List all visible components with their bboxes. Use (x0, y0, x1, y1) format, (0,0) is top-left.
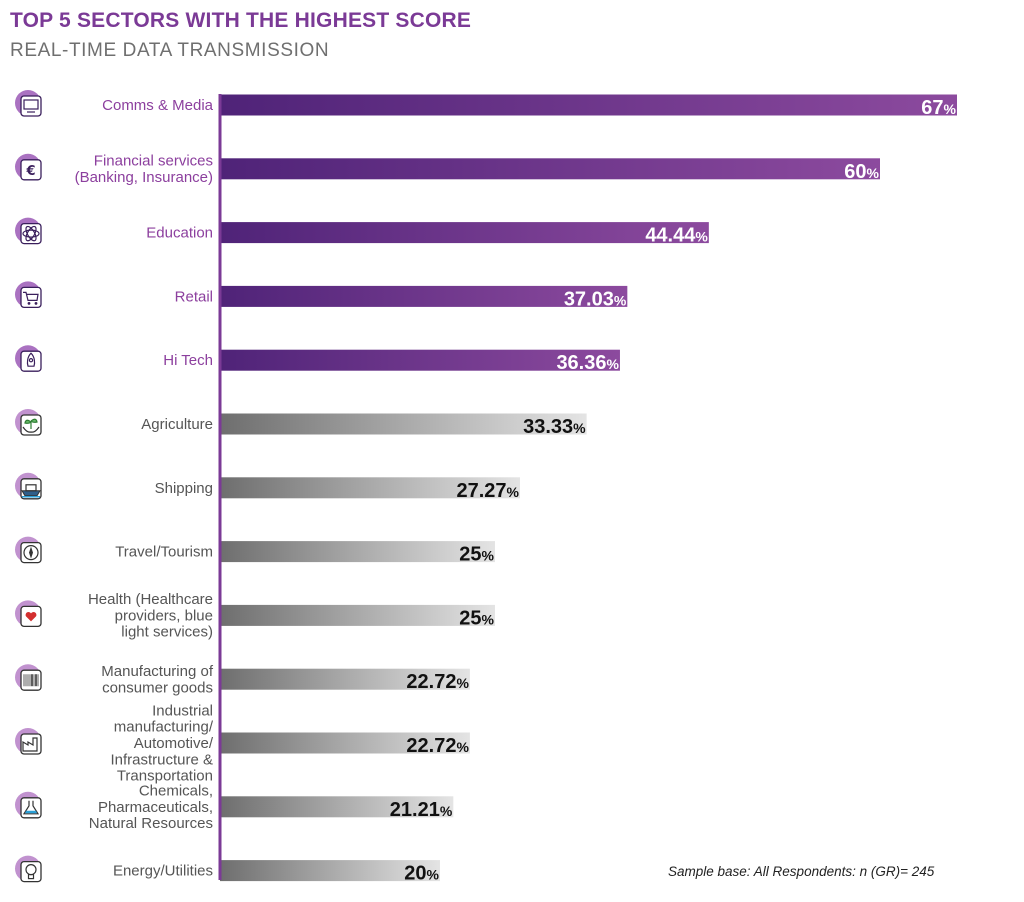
lightbulb-icon (15, 855, 42, 883)
bar-9 (220, 668, 470, 690)
bar-0 (220, 94, 957, 116)
category-label-12: Energy/Utilities (113, 863, 213, 880)
bar-2 (220, 222, 709, 244)
barcode-icon (15, 664, 42, 691)
category-label-4: Hi Tech (163, 352, 213, 369)
value-label-6: 27.27% (456, 480, 519, 502)
category-label-1: Financial services (Banking, Insurance) (75, 153, 213, 186)
euro-phone-icon: € (15, 153, 42, 181)
chart-title: TOP 5 SECTORS WITH THE HIGHEST SCORE (10, 9, 472, 32)
bar-8 (220, 604, 495, 626)
category-label-10: Industrial manufacturing/Automotive/Infra… (110, 702, 213, 784)
value-label-3: 37.03% (564, 288, 627, 310)
rocket-icon (15, 345, 42, 372)
plant-hands-icon (15, 409, 42, 436)
bar-4 (220, 349, 620, 371)
category-label-0: Comms & Media (102, 97, 214, 114)
compass-icon (15, 536, 42, 564)
heart-document-icon (15, 600, 42, 628)
value-label-0: 67% (921, 97, 956, 119)
chart-subtitle: REAL-TIME DATA TRANSMISSION (10, 40, 330, 61)
category-label-9: Manufacturing of consumer goods (101, 663, 214, 696)
bar-10 (220, 732, 470, 754)
shopping-cart-icon (15, 281, 42, 309)
bar-7 (220, 541, 495, 563)
category-label-11: Chemicals, Pharmaceuticals, Natural Resour… (89, 783, 213, 833)
value-label-1: 60% (844, 161, 879, 183)
atom-icon (15, 217, 42, 245)
category-label-5: Agriculture (141, 416, 213, 433)
value-label-8: 25% (459, 607, 494, 629)
bar-3 (220, 285, 628, 307)
category-label-3: Retail (175, 288, 213, 305)
ship-icon (15, 472, 42, 500)
bar-5 (220, 413, 587, 435)
factory-icon (15, 728, 42, 755)
value-label-11: 21.21% (390, 799, 453, 821)
category-label-6: Shipping (155, 480, 213, 497)
sample-base-note: Sample base: All Respondents: n (GR)= 24… (668, 864, 935, 879)
value-label-5: 33.33% (523, 416, 586, 438)
value-label-4: 36.36% (556, 352, 619, 374)
value-label-12: 20% (404, 863, 439, 885)
category-label-2: Education (146, 225, 213, 242)
value-label-9: 22.72% (406, 671, 469, 693)
media-icon (15, 90, 42, 117)
value-label-2: 44.44% (645, 225, 708, 247)
category-label-8: Health (Healthcare providers, blue light s… (88, 591, 213, 641)
bar-6 (220, 477, 520, 499)
bar-1 (220, 158, 880, 180)
bar-12 (220, 860, 440, 882)
value-label-10: 22.72% (406, 735, 469, 757)
svg-text:€: € (25, 164, 35, 179)
bar-11 (220, 796, 454, 818)
flask-icon (15, 791, 42, 819)
category-label-7: Travel/Tourism (115, 544, 213, 561)
value-label-7: 25% (459, 544, 494, 566)
